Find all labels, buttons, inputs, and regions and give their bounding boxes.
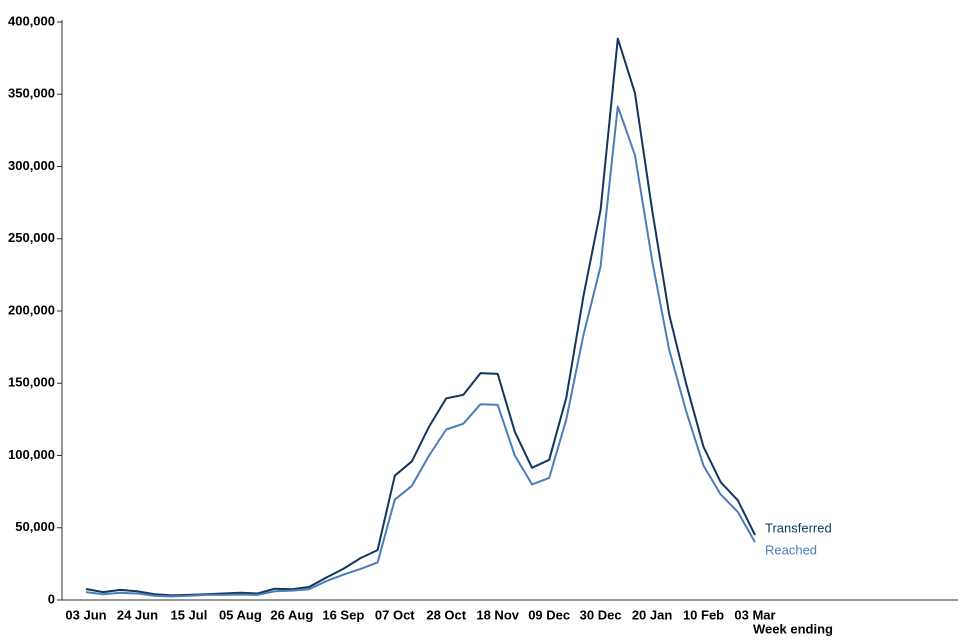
- x-tick-label: 16 Sep: [322, 607, 364, 622]
- x-tick-label: 03 Jun: [65, 607, 106, 622]
- y-tick-label: 200,000: [8, 302, 55, 317]
- x-tick-label: 30 Dec: [580, 607, 622, 622]
- x-tick-label: 09 Dec: [528, 607, 570, 622]
- y-tick-label: 50,000: [15, 519, 55, 534]
- x-tick-label: 28 Oct: [426, 607, 466, 622]
- x-axis-title: Week ending: [753, 621, 833, 636]
- x-tick-label: 07 Oct: [375, 607, 415, 622]
- x-tick-label: 20 Jan: [632, 607, 673, 622]
- y-tick-label: 150,000: [8, 375, 55, 390]
- x-tick-label: 10 Feb: [683, 607, 724, 622]
- series-line: [85, 37, 756, 597]
- x-tick-label: 24 Jun: [117, 607, 158, 622]
- x-tick-label: 26 Aug: [270, 607, 313, 622]
- y-tick-label: 100,000: [8, 447, 55, 462]
- y-tick-label: 400,000: [8, 13, 55, 28]
- y-tick-label: 250,000: [8, 230, 55, 245]
- series-label: Transferred: [765, 520, 832, 535]
- y-tick-label: 300,000: [8, 158, 55, 173]
- x-tick-label: 03 Mar: [734, 607, 775, 622]
- y-tick-label: 0: [48, 591, 55, 606]
- y-tick-label: 350,000: [8, 86, 55, 101]
- x-tick-label: 15 Jul: [170, 607, 207, 622]
- series-line: [85, 105, 756, 598]
- x-tick-label: 18 Nov: [476, 607, 519, 622]
- x-tick-label: 05 Aug: [219, 607, 262, 622]
- series-label: Reached: [765, 542, 817, 557]
